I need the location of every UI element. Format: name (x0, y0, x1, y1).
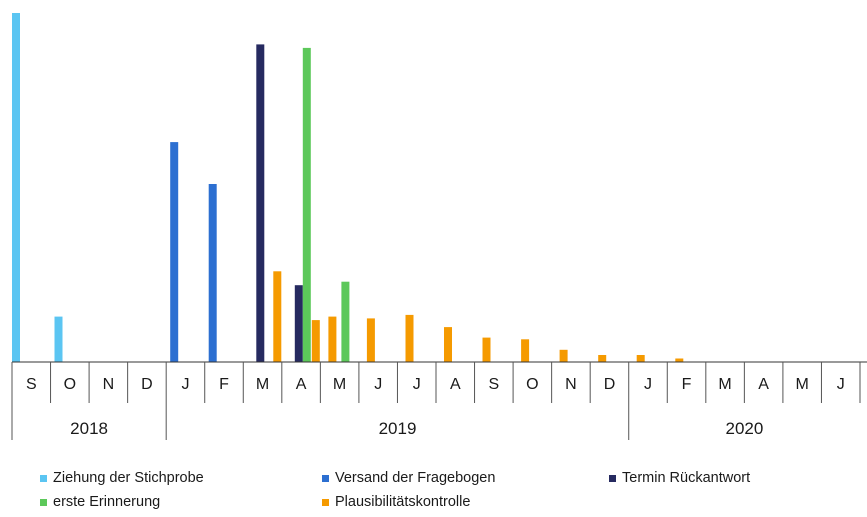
x-tick-label: J (413, 376, 421, 393)
chart: S O N D J F M A M J J A S O N D J F M A M J 2018 2019 2020 (11, 13, 867, 440)
bar-plausibilitätskontrolle-7 (311, 320, 320, 362)
bar-plausibilitätskontrolle-14 (559, 349, 568, 362)
x-tick-label: M (796, 376, 809, 393)
x-tick-label: N (565, 376, 577, 393)
bar-plausibilitätskontrolle-13 (521, 339, 530, 362)
legend-label: Plausibilitätskontrolle (335, 494, 471, 510)
bar-erste-erinnerung-8 (341, 281, 350, 362)
bar-plausibilitätskontrolle-6 (273, 271, 282, 362)
bar-versand-der-fragebogen-5 (208, 184, 217, 362)
year-label: 2018 (70, 419, 108, 438)
x-tick-label: M (256, 376, 269, 393)
x-tick-label: A (758, 376, 769, 393)
bar-erste-erinnerung-7 (302, 47, 311, 363)
x-tick-label: F (219, 376, 229, 393)
legend-label: erste Erinnerung (53, 494, 161, 510)
x-tick-label: A (450, 376, 461, 393)
legend-label: Versand der Fragebogen (335, 470, 496, 486)
x-tick-label: J (644, 376, 652, 393)
bar-ziehung-der-stichprobe-1 (54, 316, 63, 362)
legend: Ziehung der Stichprobe Versand der Frageb… (40, 470, 860, 514)
legend-swatch (322, 474, 329, 482)
x-tick-label: J (374, 376, 382, 393)
legend-swatch (609, 474, 616, 482)
x-tick-label: O (64, 376, 76, 393)
x-tick-label: D (604, 376, 616, 393)
legend-swatch (40, 474, 47, 482)
x-tick-label: J (182, 376, 190, 393)
legend-item: Termin Rückantwort (609, 470, 750, 486)
x-tick-label: S (26, 376, 37, 393)
legend-item: Ziehung der Stichprobe (40, 470, 204, 486)
legend-label: Ziehung der Stichprobe (53, 470, 204, 486)
x-tick-label: J (837, 376, 845, 393)
x-tick-label: S (488, 376, 499, 393)
legend-item: erste Erinnerung (40, 494, 160, 510)
bar-plausibilitätskontrolle-9 (366, 318, 375, 362)
x-tick-label: M (333, 376, 346, 393)
x-axis: S O N D J F M A M J J A S O N D J F M A M J 2018 2019 2020 (11, 361, 867, 440)
legend-item: Plausibilitätskontrolle (322, 494, 470, 510)
bar-plausibilitätskontrolle-15 (598, 355, 607, 362)
x-tick-label: O (526, 376, 538, 393)
x-tick-label: M (718, 376, 731, 393)
x-tick-label: F (682, 376, 692, 393)
legend-swatch (322, 498, 329, 506)
x-tick-label: A (296, 376, 307, 393)
year-label: 2020 (725, 419, 763, 438)
x-tick-label: N (103, 376, 115, 393)
bar-plausibilitätskontrolle-10 (405, 314, 414, 362)
year-label: 2019 (379, 419, 417, 438)
bar-versand-der-fragebogen-4 (170, 142, 179, 362)
bar-plausibilitätskontrolle-16 (636, 355, 645, 362)
bar-termin-rückantwort-6 (256, 44, 265, 363)
bar-plausibilitätskontrolle-17 (675, 358, 684, 362)
bar-ziehung-der-stichprobe-0 (12, 13, 20, 362)
bar-plausibilitätskontrolle-8 (328, 316, 337, 362)
legend-swatch (40, 498, 47, 506)
legend-label: Termin Rückantwort (622, 470, 751, 486)
bars-layer (12, 13, 684, 363)
bar-termin-rückantwort-7 (294, 285, 303, 362)
bar-plausibilitätskontrolle-12 (482, 337, 491, 362)
x-tick-label: D (141, 376, 153, 393)
bar-plausibilitätskontrolle-11 (444, 327, 452, 362)
legend-item: Versand der Fragebogen (322, 470, 495, 486)
